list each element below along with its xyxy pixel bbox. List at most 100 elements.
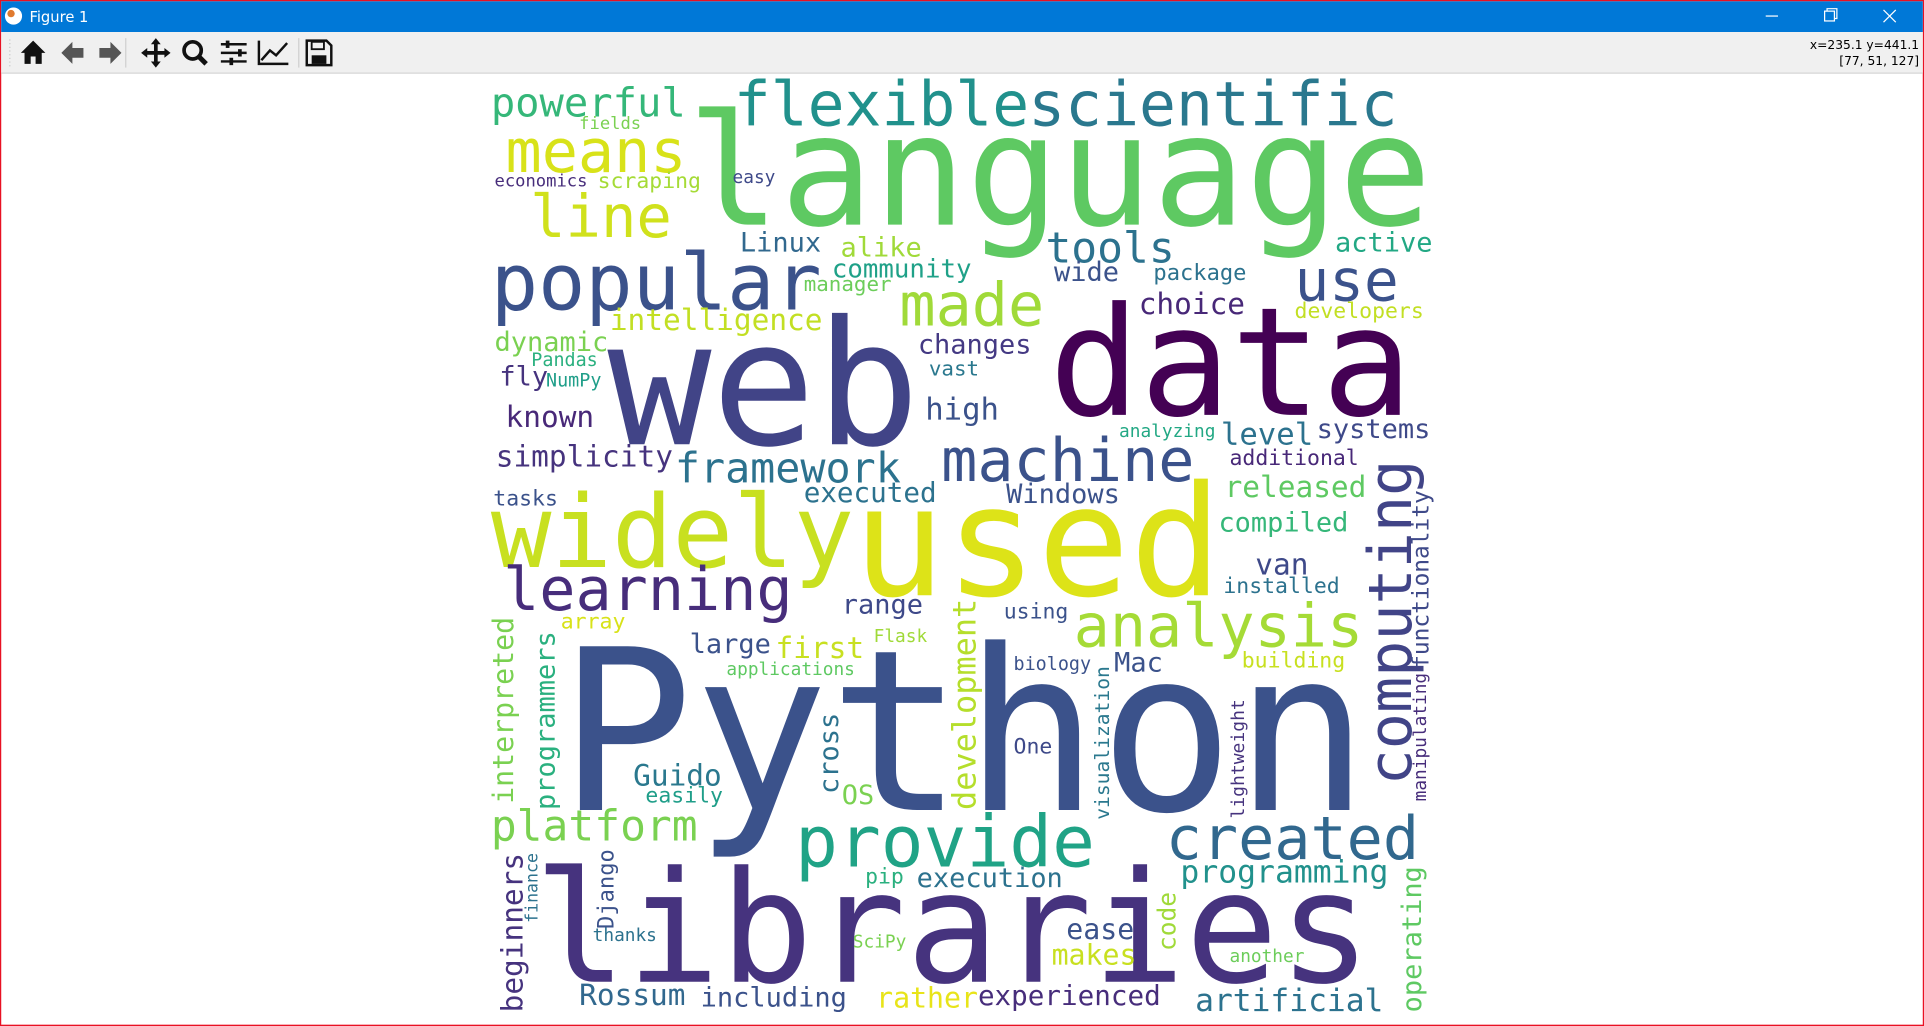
word: known [506,400,595,434]
word: used [853,454,1222,632]
window-title: Figure 1 [29,9,88,26]
word: changes [918,329,1032,360]
word: intelligence [610,303,823,337]
word: web [607,283,919,485]
word: makes [1052,939,1137,972]
word: applications [726,659,854,680]
word: use [1295,247,1399,315]
word: tools [1045,224,1174,274]
word: experienced [978,979,1161,1012]
word: language [687,82,1432,262]
word: manager [804,272,892,296]
word: systems [1317,414,1431,445]
word: framework [675,443,901,492]
word: building [1242,649,1345,674]
word: another [1229,946,1304,967]
word: simplicity [496,439,673,473]
pan-button[interactable] [141,38,171,68]
word: execution [917,863,1063,894]
word: biology [1014,654,1092,675]
word: array [561,609,626,634]
word: rather [876,981,978,1014]
word: created [1166,804,1419,874]
word: executed [804,476,937,509]
word: high [925,393,999,428]
back-button[interactable] [61,41,84,64]
word: operating [1397,866,1428,1012]
word: learning [503,555,793,625]
word: manipulating [1410,673,1431,801]
close-button[interactable] [1883,9,1897,23]
toolbar [1,32,1923,73]
word: thanks [593,925,657,946]
word: vast [929,357,979,381]
word: easy [733,167,776,188]
word: NumPy [546,371,601,392]
word: released [1225,470,1367,504]
word: installed [1223,574,1339,599]
word: including [701,982,847,1013]
word: made [899,270,1044,340]
home-button[interactable] [20,40,46,64]
word: Windows [1006,479,1120,510]
word: analyzing [1119,421,1215,442]
word: machine [941,426,1194,496]
word: pip [865,865,904,890]
title-bar [1,1,1923,32]
word: economics [494,172,587,192]
word: One [1014,734,1053,759]
word: programmers [531,631,562,810]
word: dynamic [494,327,608,358]
word: van [1255,547,1308,581]
word: range [842,590,923,621]
word: scraping [598,169,701,194]
word: finance [522,853,541,923]
word: analysis [1074,592,1364,662]
word: level [1221,417,1313,452]
word: additional [1229,446,1358,471]
word: interpreted [487,617,520,804]
word: large [690,629,771,660]
word: computing [1356,460,1426,786]
word: fly [499,361,548,392]
save-button[interactable] [305,39,333,67]
word: active [1335,228,1432,259]
word: libraries [534,839,1372,1019]
word: using [1004,600,1069,625]
word: programming [1180,854,1388,890]
word: lightweight [1228,699,1249,818]
word: tasks [493,487,558,512]
word: developers [1295,299,1424,324]
word: popular [491,236,822,328]
status-pixel: [77, 51, 127] [1839,54,1919,68]
word: data [1049,275,1412,451]
word: Pandas [531,350,597,371]
word: Mac [1114,647,1163,678]
word: SciPy [853,931,907,952]
word: ease [1066,913,1134,946]
word: community [832,254,972,284]
word: wide [1054,257,1119,288]
word: cross [814,713,845,794]
word: Django [595,849,620,929]
configure-button[interactable] [220,40,247,66]
word: package [1153,261,1246,286]
zoom-button[interactable] [182,39,208,66]
word: Flask [874,626,928,647]
edit-axis-button[interactable] [257,40,289,66]
restore-button-back[interactable] [1826,8,1838,20]
word: Python [558,602,1369,863]
word: widely [491,474,854,591]
forward-button[interactable] [99,41,122,64]
word: compiled [1218,507,1348,538]
restore-button[interactable] [1823,10,1836,22]
word: Guido [633,758,722,792]
word: Linux [740,228,821,259]
word: code [1153,892,1182,951]
word: provide [795,800,1095,883]
word: powerful [491,79,686,127]
